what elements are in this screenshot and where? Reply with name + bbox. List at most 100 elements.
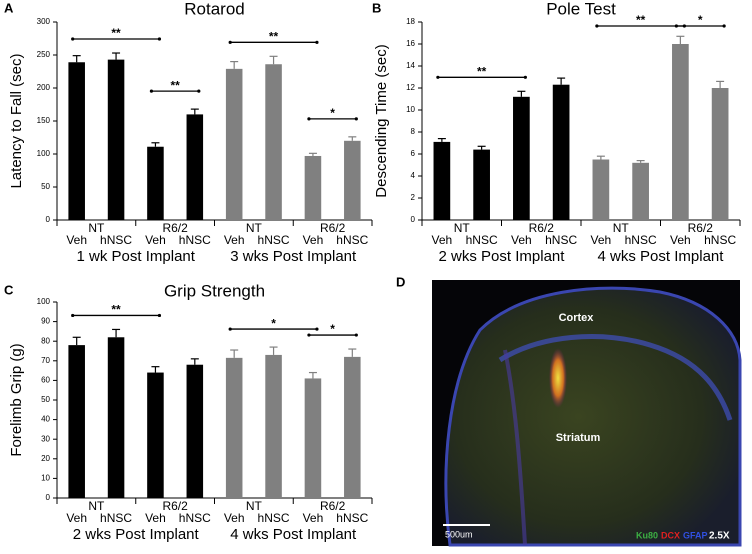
- significance-label: **: [269, 29, 279, 43]
- period-label: 3 wks Post Implant: [230, 248, 357, 265]
- y-tick-label: 50: [41, 395, 50, 404]
- panel-letter: C: [4, 282, 14, 297]
- x-tick-label: hNSC: [704, 233, 736, 247]
- x-tick-label: hNSC: [179, 233, 211, 247]
- x-tick-label: hNSC: [100, 233, 132, 247]
- bar: [344, 356, 361, 498]
- y-tick-label: 60: [41, 376, 50, 385]
- bar: [672, 44, 689, 220]
- x-tick-label: Veh: [145, 511, 166, 525]
- group-label: R6/2: [162, 221, 188, 235]
- bracket-end: [197, 89, 201, 93]
- y-tick-label: 6: [411, 149, 416, 158]
- y-tick-label: 10: [41, 474, 50, 483]
- significance-label: **: [170, 78, 180, 92]
- y-tick-label: 80: [41, 336, 50, 345]
- y-tick-label: 4: [411, 171, 416, 180]
- y-axis-label: Descending Time (sec): [373, 44, 390, 197]
- significance-label: *: [271, 316, 276, 330]
- bracket-end: [157, 313, 162, 318]
- bar: [225, 68, 243, 220]
- brain-section: [444, 286, 742, 547]
- bar: [265, 354, 282, 498]
- significance-label: *: [330, 106, 335, 120]
- x-tick-label: hNSC: [336, 511, 368, 525]
- y-tick-label: 16: [406, 39, 415, 48]
- stain-label: DCX: [661, 530, 680, 540]
- group-label: R6/2: [688, 221, 714, 235]
- x-tick-label: Veh: [432, 233, 453, 247]
- x-tick-label: Veh: [66, 233, 87, 247]
- x-tick-label: Veh: [511, 233, 532, 247]
- bar: [592, 159, 610, 220]
- region-label: Striatum: [556, 432, 601, 444]
- significance-label: *: [698, 13, 703, 27]
- panel-letter: D: [396, 274, 405, 289]
- period-label: 2 wks Post Implant: [73, 526, 200, 543]
- bar: [344, 140, 361, 220]
- bar: [186, 114, 204, 220]
- y-tick-label: 18: [406, 17, 415, 26]
- bar: [68, 345, 85, 498]
- x-tick-label: hNSC: [466, 233, 498, 247]
- panel: A Rotarod Latency to Fall (sec) 0 50 100 150 20…: [4, 0, 373, 265]
- region-label: Cortex: [559, 312, 595, 324]
- period-label: 2 wks Post Implant: [439, 248, 566, 265]
- significance-label: **: [111, 303, 121, 317]
- bar: [711, 88, 729, 220]
- significance-label: **: [477, 64, 487, 78]
- panel-d: [432, 280, 742, 547]
- y-tick-label: 150: [37, 116, 51, 125]
- panel: C Grip Strength Forelimb Grip (g) 0 10 20 30 40…: [4, 281, 373, 543]
- bracket-end: [722, 24, 726, 28]
- bar: [186, 364, 204, 498]
- x-tick-label: hNSC: [336, 233, 368, 247]
- period-label: 4 wks Post Implant: [598, 248, 725, 265]
- chart-title: Grip Strength: [164, 281, 265, 300]
- bar: [632, 162, 649, 220]
- y-tick-label: 0: [46, 215, 51, 224]
- y-tick-label: 8: [411, 127, 416, 136]
- y-axis-label: Latency to Fall (sec): [8, 53, 25, 188]
- bar: [265, 64, 282, 221]
- bar: [68, 62, 85, 221]
- x-tick-label: Veh: [303, 511, 324, 525]
- group-label: R6/2: [162, 499, 188, 513]
- stain-label: Ku80: [636, 530, 658, 540]
- significance-label: **: [111, 26, 121, 40]
- bar: [304, 155, 322, 220]
- y-tick-label: 250: [37, 50, 51, 59]
- bracket-end: [157, 37, 162, 41]
- y-tick-label: 2: [411, 193, 416, 202]
- period-label: 4 wks Post Implant: [230, 526, 357, 543]
- bracket-end: [71, 313, 75, 318]
- y-tick-label: 90: [41, 317, 50, 326]
- bar: [473, 149, 490, 220]
- group-label: NT: [613, 221, 630, 235]
- bar: [225, 357, 243, 498]
- panel-letter: B: [372, 0, 381, 15]
- group-label: R6/2: [529, 221, 555, 235]
- group-label: NT: [88, 221, 105, 235]
- x-tick-label: hNSC: [625, 233, 657, 247]
- group-label: NT: [246, 221, 263, 235]
- y-tick-label: 12: [406, 83, 415, 92]
- group-label: NT: [88, 499, 105, 513]
- y-tick-label: 30: [41, 434, 50, 443]
- chart-title: Rotarod: [184, 0, 244, 18]
- y-tick-label: 100: [37, 297, 51, 306]
- y-tick-label: 14: [406, 61, 415, 70]
- x-tick-label: hNSC: [258, 233, 290, 247]
- bracket-end: [436, 75, 440, 79]
- y-tick-label: 20: [41, 454, 50, 463]
- bar: [107, 59, 125, 221]
- y-tick-label: 70: [41, 356, 50, 365]
- bracket-end: [71, 37, 75, 41]
- period-label: 1 wk Post Implant: [77, 248, 196, 265]
- x-tick-label: Veh: [670, 233, 691, 247]
- bracket-end: [149, 89, 154, 93]
- x-tick-label: Veh: [224, 511, 245, 525]
- y-axis-label: Forelimb Grip (g): [8, 343, 25, 456]
- significance-label: *: [330, 322, 335, 336]
